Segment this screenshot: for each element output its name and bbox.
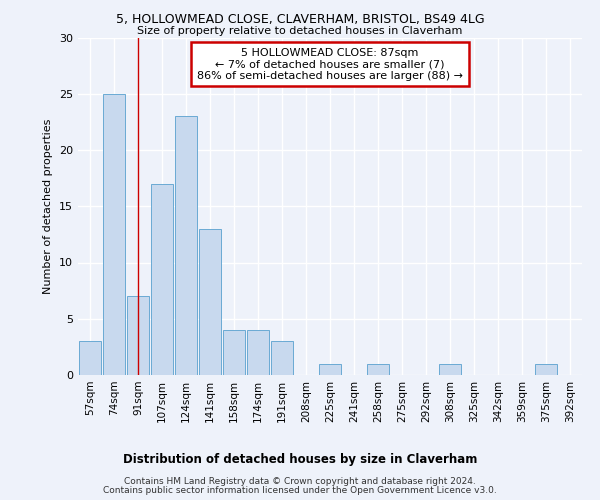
Bar <box>271 341 293 375</box>
Bar <box>127 296 149 375</box>
Text: Contains HM Land Registry data © Crown copyright and database right 2024.: Contains HM Land Registry data © Crown c… <box>124 477 476 486</box>
Bar <box>151 184 173 375</box>
Bar <box>223 330 245 375</box>
Bar <box>319 364 341 375</box>
Text: 5, HOLLOWMEAD CLOSE, CLAVERHAM, BRISTOL, BS49 4LG: 5, HOLLOWMEAD CLOSE, CLAVERHAM, BRISTOL,… <box>116 12 484 26</box>
Text: Size of property relative to detached houses in Claverham: Size of property relative to detached ho… <box>137 26 463 36</box>
Text: Contains public sector information licensed under the Open Government Licence v3: Contains public sector information licen… <box>103 486 497 495</box>
Bar <box>103 94 125 375</box>
Bar <box>199 229 221 375</box>
Bar <box>439 364 461 375</box>
Bar <box>535 364 557 375</box>
Text: 5 HOLLOWMEAD CLOSE: 87sqm
← 7% of detached houses are smaller (7)
86% of semi-de: 5 HOLLOWMEAD CLOSE: 87sqm ← 7% of detach… <box>197 48 463 81</box>
Y-axis label: Number of detached properties: Number of detached properties <box>43 118 53 294</box>
Bar <box>79 341 101 375</box>
Bar <box>367 364 389 375</box>
Bar <box>247 330 269 375</box>
Text: Distribution of detached houses by size in Claverham: Distribution of detached houses by size … <box>123 452 477 466</box>
Bar <box>175 116 197 375</box>
